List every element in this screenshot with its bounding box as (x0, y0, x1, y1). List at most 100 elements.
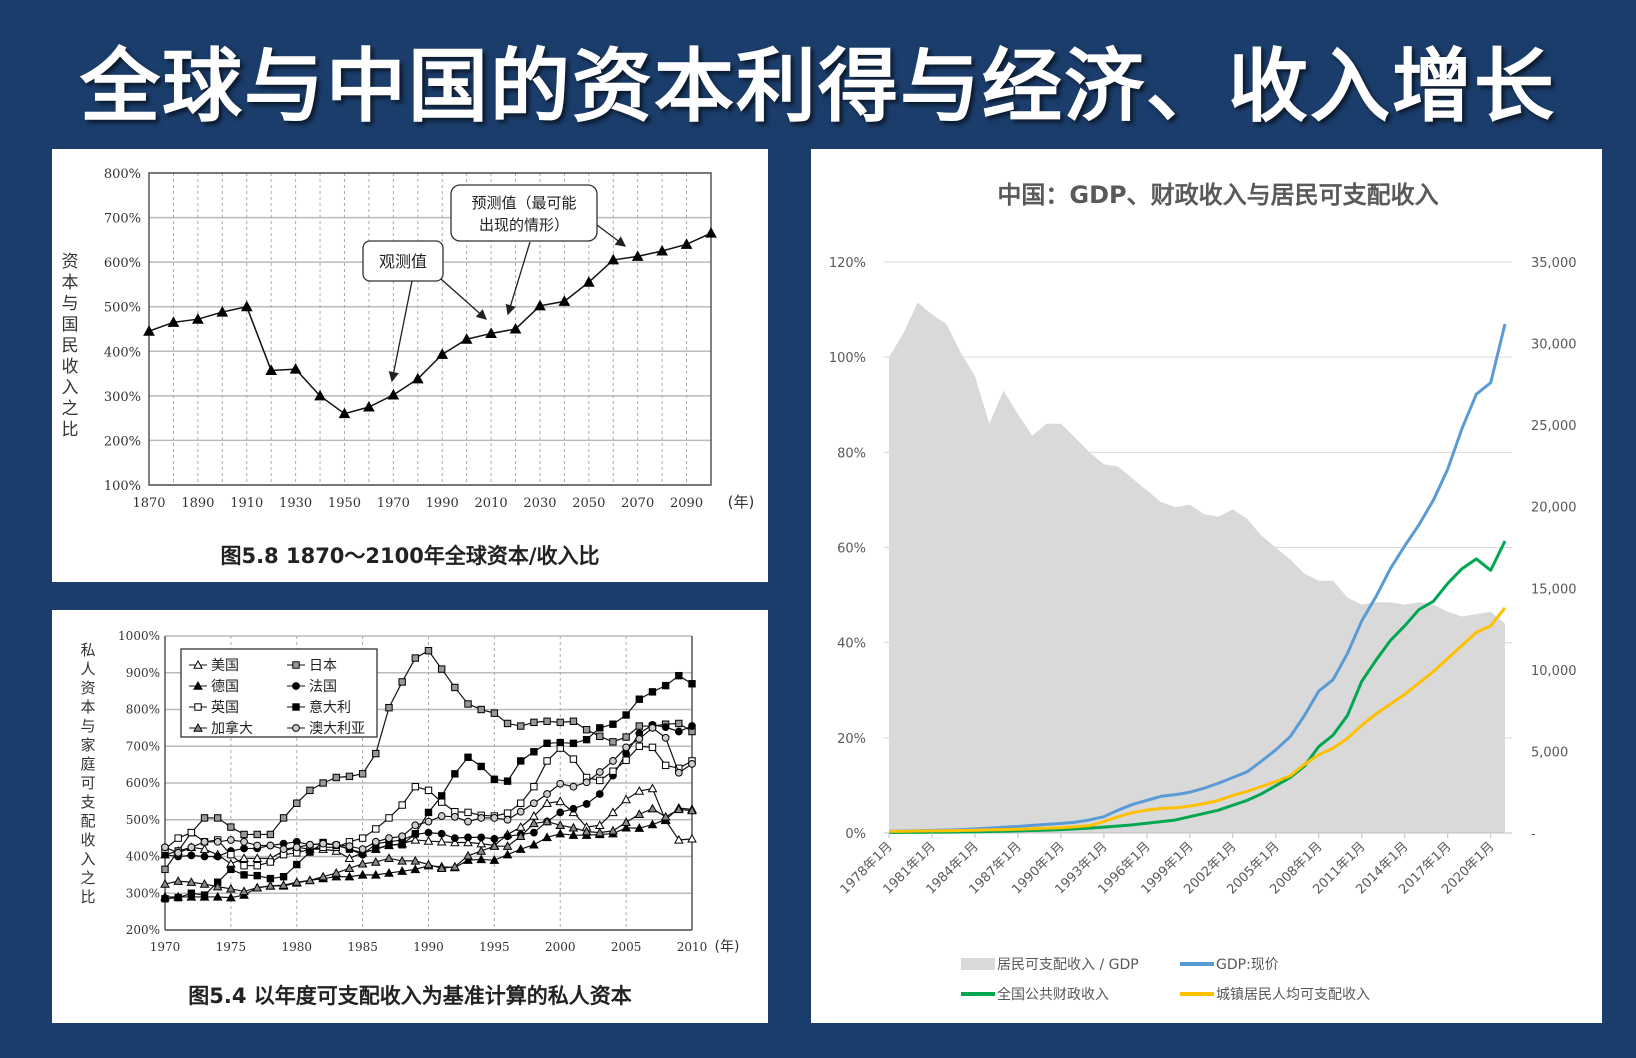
x-tick-label: 1985 (347, 940, 378, 954)
data-point (216, 306, 229, 317)
y-tick-label: 800% (104, 167, 141, 182)
data-point (489, 855, 500, 864)
data-point (411, 654, 420, 662)
data-point (451, 683, 459, 692)
y-axis-label-char: 收 (62, 357, 79, 377)
data-point (385, 814, 393, 822)
y-axis-label-char: 入 (62, 378, 79, 398)
y-tick-label: 500% (104, 301, 141, 316)
page-title: 全球与中国的资本利得与经济、收入增长 (80, 39, 1556, 133)
data-point (661, 733, 670, 742)
data-point (450, 861, 460, 871)
x-tick-label: 2030 (523, 496, 556, 511)
legend-label: 全国公共财政收入 (997, 986, 1109, 1003)
data-point (543, 717, 551, 725)
legend-label: 意大利 (309, 699, 351, 716)
data-point (424, 828, 433, 837)
data-point (363, 400, 375, 412)
data-point (634, 786, 645, 795)
annotation-forecast-line2: 出现的情形） (479, 216, 569, 234)
data-point (240, 844, 248, 853)
data-point (477, 814, 486, 822)
data-point (608, 825, 618, 835)
global-capital-chart: 图5.8 1870～2100年全球资本/收入比 100% 200% 300% 400%… (62, 167, 755, 568)
data-point (635, 695, 643, 703)
data-point (226, 836, 235, 844)
y-axis-label-char: 之 (62, 399, 79, 419)
annotation-forecast-line1: 预测值（最可能 (471, 194, 576, 212)
data-point (503, 809, 512, 817)
data-point (622, 711, 630, 719)
data-point (437, 812, 446, 820)
data-point (558, 295, 571, 306)
x-tick-label: 1970 (150, 940, 181, 954)
data-point (517, 722, 525, 730)
data-point (529, 818, 539, 828)
data-point (464, 808, 472, 817)
data-point (214, 814, 222, 822)
data-point (278, 880, 289, 889)
data-point (688, 722, 696, 730)
data-point (464, 700, 472, 708)
data-point (569, 739, 578, 748)
data-point (476, 854, 487, 864)
legend-label: 加拿大 (211, 720, 253, 737)
data-point (226, 883, 236, 893)
data-point (266, 874, 275, 883)
data-point (503, 777, 512, 785)
private-capital-chart-panel: 图5.4 以年度可支配收入为基准计算的私人资本 200% 300% 400% 500%… (52, 610, 768, 1023)
data-point (489, 841, 500, 850)
y-axis-label-char: 家 (80, 736, 95, 754)
data-point (192, 313, 204, 324)
data-point (673, 834, 684, 844)
legend-marker (292, 682, 300, 690)
data-point (705, 227, 717, 238)
data-point (542, 832, 552, 842)
x-tick-label: 2010 (475, 496, 508, 511)
y-axis-label-char: 配 (80, 812, 95, 830)
data-point (266, 858, 275, 866)
x-tick-label: 1970 (377, 496, 410, 511)
data-point (410, 834, 421, 844)
data-point (555, 796, 566, 806)
data-point (555, 828, 566, 838)
data-point (596, 724, 604, 732)
legend-marker (292, 661, 300, 669)
y-axis-label-char: 人 (80, 660, 95, 678)
data-point (291, 877, 302, 886)
data-point (253, 861, 261, 870)
data-point (384, 868, 394, 877)
y-axis-label-char: 庭 (80, 755, 95, 773)
chart-title: 中国：GDP、财政收入与居民可支配收入 (997, 181, 1438, 209)
data-point (200, 837, 209, 846)
data-point (556, 718, 564, 727)
y-tick-label: 800% (126, 703, 160, 717)
private-capital-chart: 图5.4 以年度可支配收入为基准计算的私人资本 200% 300% 400% 500%… (80, 629, 739, 1008)
y-axis-label-char: 资 (62, 252, 79, 272)
data-point (675, 671, 683, 680)
data-point (530, 748, 538, 756)
data-point (556, 738, 564, 747)
left-y-tick-label: 80% (837, 446, 866, 461)
data-point (436, 836, 447, 846)
data-point (660, 811, 671, 821)
data-point (186, 877, 197, 886)
data-point (463, 850, 473, 860)
series-line-1 (888, 540, 1507, 835)
chart-caption: 图5.8 1870～2100年全球资本/收入比 (220, 544, 599, 568)
data-point (338, 407, 351, 419)
data-point (542, 798, 552, 807)
data-point (358, 834, 367, 842)
data-point (517, 757, 525, 765)
data-point (582, 735, 591, 744)
global-capital-chart-panel: 图5.8 1870～2100年全球资本/收入比 100% 200% 300% 400%… (52, 149, 768, 582)
data-point (464, 817, 472, 826)
data-point (187, 851, 196, 860)
data-point (160, 879, 170, 888)
plot-frame (148, 172, 712, 486)
series-line-0 (888, 323, 1507, 833)
data-point (161, 843, 169, 852)
data-point (450, 834, 459, 843)
data-point (411, 372, 424, 384)
china-gdp-chart-panel: 中国：GDP、财政收入与居民可支配收入 0% 20% 40% 60% 80% 100% 12… (811, 149, 1602, 1023)
